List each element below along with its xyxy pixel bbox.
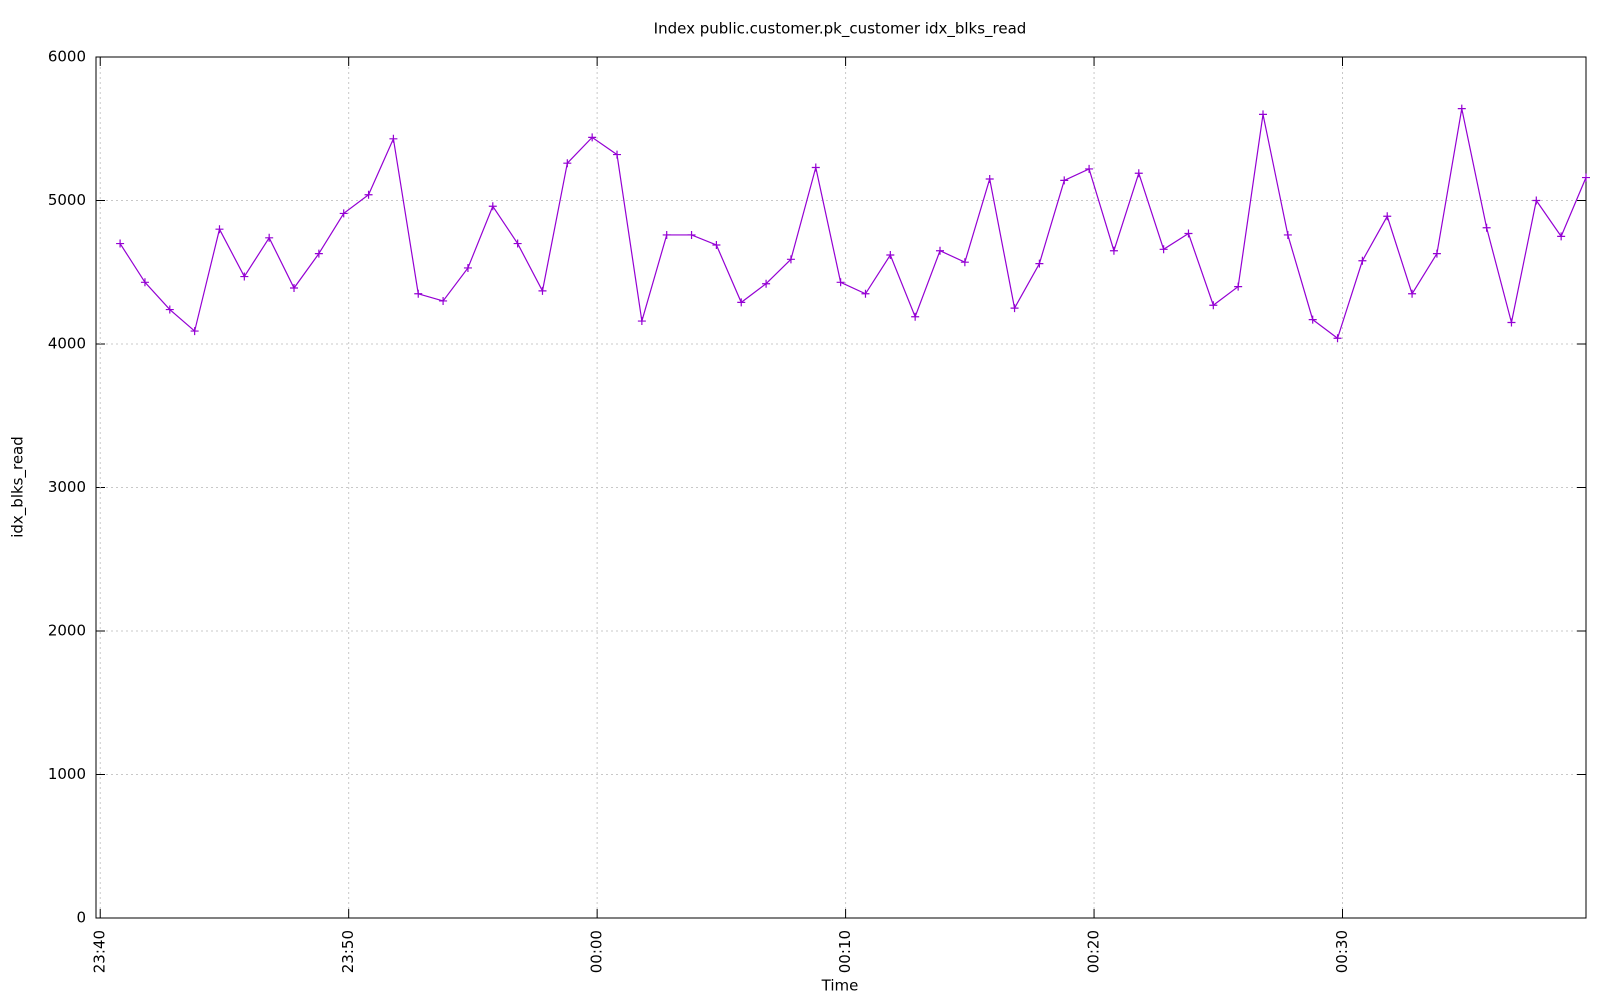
point [463,263,472,272]
x-tick-label: 23:40 [91,930,109,973]
point [116,239,125,248]
point [1283,230,1292,239]
point [1209,301,1218,310]
x-tick-label: 00:20 [1085,930,1103,973]
y-tick-label: 5000 [48,191,86,209]
point [1035,259,1044,268]
point [190,327,199,336]
y-tick-label: 1000 [48,765,86,783]
point [1507,318,1516,327]
point [960,258,969,267]
point [1532,196,1541,205]
point [538,286,547,295]
point [637,317,646,326]
x-tick-label: 00:00 [588,930,606,973]
point [1308,315,1317,324]
point [737,298,746,307]
point [513,239,522,248]
point [364,190,373,199]
point [786,255,795,264]
point [240,272,249,281]
point [439,296,448,305]
point [588,133,597,142]
point [1432,249,1441,258]
point [265,233,274,242]
point [836,278,845,287]
point [314,249,323,258]
point [613,150,622,159]
point [687,230,696,239]
point [1234,282,1243,291]
point [936,246,945,255]
point [762,279,771,288]
x-tick-label: 00:30 [1333,930,1351,973]
point [1383,212,1392,221]
series-line [119,108,1587,340]
y-axis-label: idx_blks_read [9,436,28,538]
point [861,289,870,298]
point [290,284,299,293]
point [1159,245,1168,254]
plot-frame [95,56,1587,919]
point [886,251,895,260]
point [1408,289,1417,298]
point [1184,229,1193,238]
y-tick-label: 6000 [48,48,86,66]
x-tick-label: 00:10 [836,930,854,973]
point [140,278,149,287]
point [1457,104,1466,113]
point [1557,232,1566,241]
y-tick-label: 2000 [48,622,86,640]
point [1134,169,1143,178]
point [1010,304,1019,313]
point [1259,110,1268,119]
point [215,225,224,234]
point [811,163,820,172]
point [339,209,348,218]
x-axis-label: Time [821,977,859,995]
point [563,159,572,168]
y-tick-label: 3000 [48,478,86,496]
point [1582,173,1590,182]
point [165,305,174,314]
point [712,240,721,249]
point [1060,176,1069,185]
x-tick-label: 23:50 [339,930,357,973]
point [1333,334,1342,343]
point [1109,246,1118,255]
point [414,289,423,298]
point [985,174,994,183]
point [389,134,398,143]
point [1085,164,1094,173]
y-tick-label: 4000 [48,335,86,353]
point [1482,223,1491,232]
y-tick-label: 0 [76,909,86,927]
point [488,202,497,211]
point [911,312,920,321]
point [1358,256,1367,265]
chart-title: Index public.customer.pk_customer idx_bl… [654,20,1027,39]
point [662,230,671,239]
